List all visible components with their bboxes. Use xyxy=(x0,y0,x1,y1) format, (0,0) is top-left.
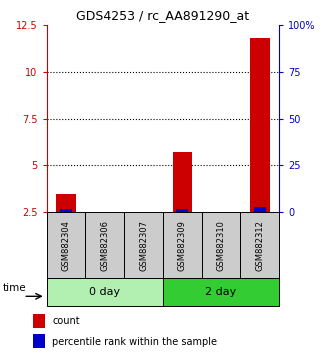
Bar xyxy=(177,209,188,212)
FancyBboxPatch shape xyxy=(47,212,85,278)
Text: 2 day: 2 day xyxy=(205,287,237,297)
FancyBboxPatch shape xyxy=(124,212,163,278)
FancyBboxPatch shape xyxy=(202,212,240,278)
Text: GSM882310: GSM882310 xyxy=(217,220,226,270)
Text: GSM882306: GSM882306 xyxy=(100,219,109,271)
Text: GSM882312: GSM882312 xyxy=(256,220,265,270)
Text: GSM882309: GSM882309 xyxy=(178,220,187,270)
Text: GSM882304: GSM882304 xyxy=(61,220,70,270)
Bar xyxy=(250,38,270,212)
Title: GDS4253 / rc_AA891290_at: GDS4253 / rc_AA891290_at xyxy=(76,9,249,22)
Text: 0 day: 0 day xyxy=(89,287,120,297)
Bar xyxy=(60,209,72,212)
Text: count: count xyxy=(52,316,80,326)
FancyBboxPatch shape xyxy=(85,212,124,278)
Text: time: time xyxy=(2,283,26,293)
Bar xyxy=(33,334,45,348)
Bar xyxy=(56,194,76,212)
Bar xyxy=(33,314,45,328)
Bar xyxy=(173,152,192,212)
Text: percentile rank within the sample: percentile rank within the sample xyxy=(52,337,217,347)
Text: GSM882307: GSM882307 xyxy=(139,219,148,271)
FancyBboxPatch shape xyxy=(163,278,279,306)
FancyBboxPatch shape xyxy=(240,212,279,278)
FancyBboxPatch shape xyxy=(163,212,202,278)
FancyBboxPatch shape xyxy=(47,278,163,306)
Bar xyxy=(254,207,266,212)
